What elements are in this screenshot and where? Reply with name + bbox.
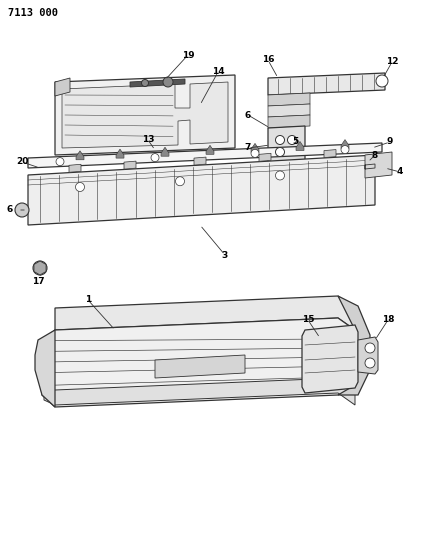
Polygon shape — [62, 82, 228, 148]
Polygon shape — [268, 93, 310, 106]
Text: 16: 16 — [262, 55, 274, 64]
Text: 9: 9 — [387, 138, 393, 147]
Polygon shape — [76, 151, 84, 160]
Circle shape — [75, 182, 84, 191]
Polygon shape — [155, 355, 245, 378]
Text: 12: 12 — [386, 58, 398, 67]
Text: 19: 19 — [182, 51, 194, 60]
Text: 14: 14 — [212, 68, 224, 77]
Circle shape — [276, 135, 285, 144]
Text: 8: 8 — [372, 150, 378, 159]
Circle shape — [142, 79, 149, 86]
Polygon shape — [28, 143, 382, 168]
Polygon shape — [28, 155, 375, 225]
Text: 13: 13 — [142, 135, 154, 144]
Circle shape — [56, 158, 64, 166]
Text: 3: 3 — [222, 251, 228, 260]
Polygon shape — [338, 296, 370, 395]
Polygon shape — [38, 318, 360, 407]
Polygon shape — [268, 126, 305, 162]
Circle shape — [33, 261, 47, 275]
Text: 17: 17 — [32, 278, 45, 287]
Text: 6: 6 — [7, 206, 13, 214]
Circle shape — [276, 148, 285, 157]
Circle shape — [15, 203, 29, 217]
Circle shape — [163, 77, 173, 87]
Polygon shape — [268, 73, 385, 95]
Polygon shape — [55, 296, 355, 330]
Circle shape — [151, 154, 159, 161]
Polygon shape — [116, 149, 124, 158]
Polygon shape — [268, 115, 310, 128]
Polygon shape — [55, 78, 70, 96]
Text: 4: 4 — [397, 167, 403, 176]
Polygon shape — [302, 325, 358, 393]
Circle shape — [288, 135, 297, 144]
Polygon shape — [358, 337, 378, 374]
Text: 15: 15 — [302, 316, 314, 325]
Text: 1: 1 — [85, 295, 91, 304]
Polygon shape — [296, 141, 304, 150]
Text: 18: 18 — [382, 316, 394, 325]
Polygon shape — [44, 378, 355, 405]
Text: 7: 7 — [245, 143, 251, 152]
Polygon shape — [124, 161, 136, 169]
Polygon shape — [324, 150, 336, 158]
Circle shape — [365, 358, 375, 368]
Polygon shape — [69, 164, 81, 172]
Circle shape — [365, 343, 375, 353]
Polygon shape — [341, 140, 349, 149]
Circle shape — [251, 149, 259, 157]
Circle shape — [341, 146, 349, 154]
Polygon shape — [194, 157, 206, 165]
Polygon shape — [161, 147, 169, 156]
Polygon shape — [130, 79, 185, 87]
Circle shape — [376, 75, 388, 87]
Circle shape — [276, 171, 285, 180]
Polygon shape — [206, 146, 214, 154]
Text: 6: 6 — [245, 110, 251, 119]
Circle shape — [175, 177, 184, 185]
Polygon shape — [35, 330, 55, 407]
Polygon shape — [365, 152, 392, 178]
Text: 5: 5 — [292, 138, 298, 147]
Polygon shape — [55, 75, 235, 155]
Polygon shape — [268, 104, 310, 117]
Polygon shape — [251, 143, 259, 152]
Polygon shape — [259, 154, 271, 161]
Text: 20: 20 — [16, 157, 28, 166]
Text: 7113 000: 7113 000 — [8, 8, 58, 18]
Polygon shape — [34, 261, 46, 275]
